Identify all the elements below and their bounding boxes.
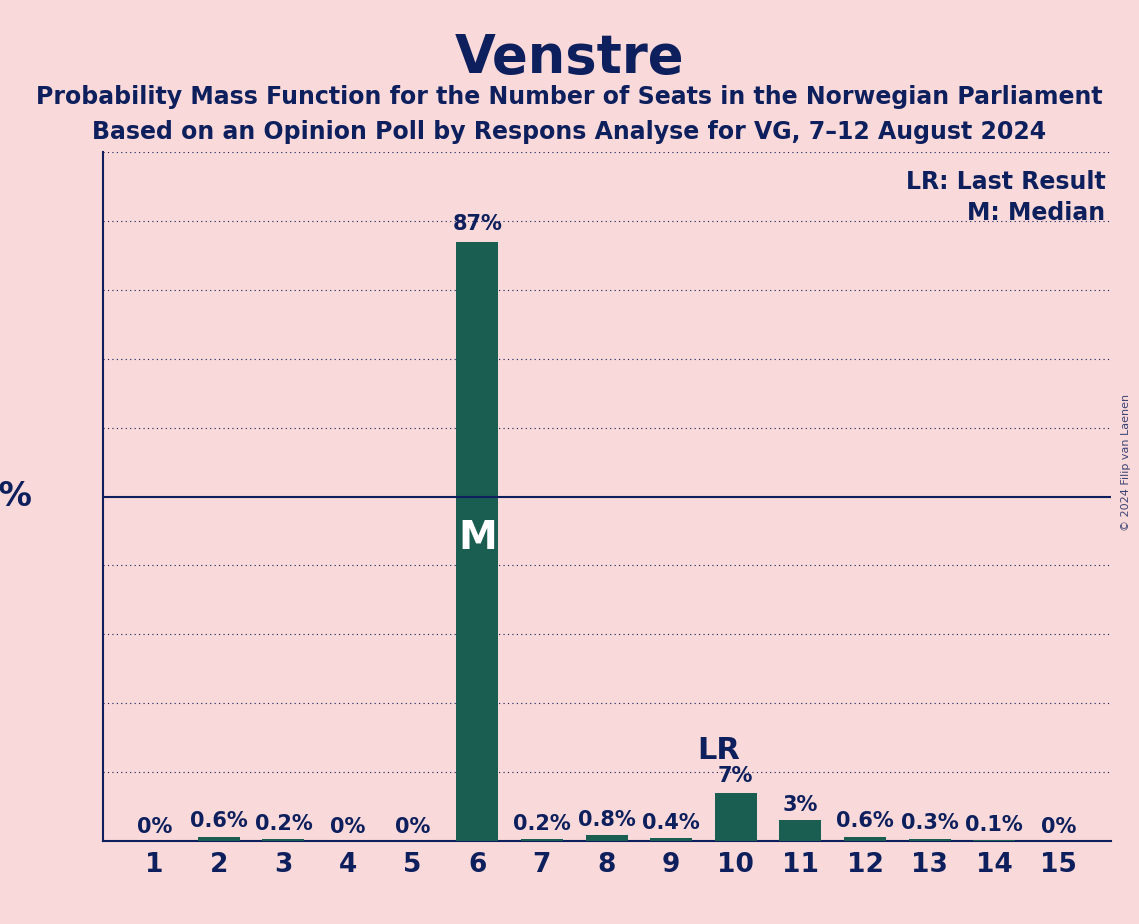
- Text: 0.6%: 0.6%: [190, 811, 247, 832]
- Text: 0%: 0%: [1041, 818, 1076, 837]
- Text: 87%: 87%: [452, 213, 502, 234]
- Bar: [715, 793, 756, 841]
- Text: 3%: 3%: [782, 795, 818, 815]
- Bar: [198, 837, 240, 841]
- Text: 50%: 50%: [0, 480, 32, 513]
- Text: 0.6%: 0.6%: [836, 811, 894, 832]
- Text: M: Median: M: Median: [967, 201, 1106, 225]
- Bar: [521, 840, 563, 841]
- Bar: [262, 840, 304, 841]
- Bar: [650, 838, 693, 841]
- Bar: [909, 839, 951, 841]
- Text: 0%: 0%: [395, 818, 431, 837]
- Text: © 2024 Filip van Laenen: © 2024 Filip van Laenen: [1121, 394, 1131, 530]
- Text: Venstre: Venstre: [454, 32, 685, 84]
- Text: 0.3%: 0.3%: [901, 813, 959, 833]
- Text: LR: LR: [697, 736, 740, 765]
- Text: 7%: 7%: [718, 766, 753, 785]
- Bar: [779, 821, 821, 841]
- Bar: [844, 837, 886, 841]
- Text: 0.1%: 0.1%: [966, 815, 1023, 834]
- Text: Probability Mass Function for the Number of Seats in the Norwegian Parliament: Probability Mass Function for the Number…: [36, 85, 1103, 109]
- Bar: [585, 835, 628, 841]
- Text: 0.2%: 0.2%: [513, 814, 571, 834]
- Text: Based on an Opinion Poll by Respons Analyse for VG, 7–12 August 2024: Based on an Opinion Poll by Respons Anal…: [92, 120, 1047, 144]
- Text: 0.2%: 0.2%: [254, 814, 312, 834]
- Text: LR: Last Result: LR: Last Result: [906, 170, 1106, 194]
- Bar: [457, 242, 498, 841]
- Text: 0%: 0%: [137, 818, 172, 837]
- Text: 0.8%: 0.8%: [577, 809, 636, 830]
- Text: M: M: [458, 519, 497, 557]
- Text: 0.4%: 0.4%: [642, 812, 700, 833]
- Text: 0%: 0%: [330, 818, 366, 837]
